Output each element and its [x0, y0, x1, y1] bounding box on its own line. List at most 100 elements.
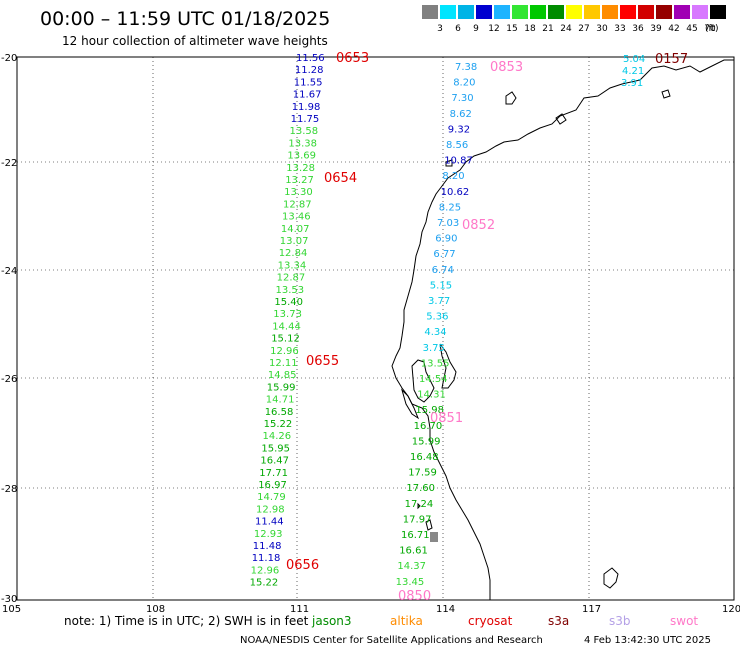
footer-generated-time: 4 Feb 13:42:30 UTC 2025: [584, 635, 711, 646]
sat-swot: swot: [670, 614, 699, 628]
lat-label: -24: [1, 266, 17, 277]
west-wave-height-label: 15.22: [264, 419, 293, 430]
west-wave-height-label: 12.87: [277, 273, 306, 284]
east-wave-height-label: 6.74: [432, 265, 454, 276]
west-wave-height-label: 13.58: [290, 126, 319, 137]
pass-time-labels: 0653 0654 0655 0656 0853 0852 0851 0850 …: [286, 51, 688, 604]
west-wave-height-label: 16.58: [265, 407, 294, 418]
legend-swatch: [566, 5, 582, 19]
lon-label: 105: [2, 604, 21, 615]
west-wave-height-label: 13.30: [284, 187, 313, 198]
west-wave-height-label: 11.48: [253, 541, 282, 552]
legend-swatch: [638, 5, 654, 19]
footer-note: note: 1) Time is in UTC; 2) SWH is in fe…: [64, 614, 309, 628]
west-wave-height-label: 13.69: [287, 151, 316, 162]
west-wave-height-label: 13.34: [278, 260, 307, 271]
sat-s3a: s3a: [548, 614, 570, 628]
west-wave-height-label: 15.12: [271, 334, 300, 345]
west-wave-height-label: 12.96: [251, 565, 280, 576]
east-wave-height-label: 5.36: [426, 312, 448, 323]
legend-level: 24: [560, 24, 572, 34]
ne-track-labels: 5.044.213.91: [621, 54, 645, 89]
west-wave-height-label: 11.98: [292, 102, 321, 113]
legend-swatch: [710, 5, 726, 19]
east-wave-height-label: 13.55: [421, 358, 450, 369]
map-title: 00:00 – 11:59 UTC 01/18/2025: [40, 8, 331, 30]
east-wave-height-label: 17.24: [405, 499, 434, 510]
ne-wave-height-label: 5.04: [623, 54, 645, 65]
ne-wave-height-label: 3.91: [621, 78, 643, 89]
east-wave-height-label: 7.30: [451, 93, 473, 104]
east-wave-height-label: 17.97: [403, 514, 432, 525]
map-subtitle: 12 hour collection of altimeter wave hei…: [62, 34, 328, 48]
west-wave-height-label: 14.79: [257, 492, 286, 503]
east-wave-height-label: 8.20: [453, 78, 475, 89]
west-wave-height-label: 11.18: [252, 553, 281, 564]
pass-time-0654: 0654: [324, 171, 357, 186]
west-wave-height-label: 12.96: [270, 346, 299, 357]
east-wave-height-label: 4.34: [424, 327, 446, 338]
west-wave-height-label: 12.87: [283, 199, 312, 210]
west-wave-height-label: 11.55: [294, 77, 323, 88]
legend-level: 15: [506, 24, 518, 34]
pass-time-0853: 0853: [490, 60, 523, 75]
legend-level: 9: [473, 24, 479, 34]
east-wave-height-label: 8.20: [442, 171, 464, 182]
legend-level: 33: [614, 24, 626, 34]
sat-jason3: jason3: [312, 614, 352, 628]
ne-wave-height-label: 4.21: [622, 66, 644, 77]
east-wave-height-label: 10.87: [444, 156, 473, 167]
legend-level: 27: [578, 24, 590, 34]
sat-altika: altika: [390, 614, 423, 628]
lat-axis-labels: -20 -22 -24 -26 -28 -30: [1, 53, 17, 605]
legend-level: 3: [437, 24, 443, 34]
west-wave-height-label: 12.11: [269, 358, 298, 369]
legend-level: 42: [668, 24, 680, 34]
lon-label: 111: [290, 604, 309, 615]
legend-level: 70: [704, 24, 716, 34]
east-wave-height-label: 3.77: [428, 296, 450, 307]
legend-unit: (ft): [705, 24, 719, 34]
pass-time-0157: 0157: [655, 52, 688, 67]
west-wave-height-label: 13.73: [273, 309, 302, 320]
east-wave-height-label: 5.15: [430, 280, 452, 291]
west-wave-height-label: 13.27: [285, 175, 314, 186]
east-wave-height-label: 14.54: [419, 374, 448, 385]
legend-swatch: [584, 5, 600, 19]
legend-swatch: [548, 5, 564, 19]
footer-credit: NOAA/NESDIS Center for Satellite Applica…: [240, 635, 543, 646]
east-wave-height-label: 15.98: [415, 405, 444, 416]
west-wave-height-label: 14.71: [266, 395, 295, 406]
west-wave-height-label: 11.56: [296, 53, 325, 64]
legend-swatch: [602, 5, 618, 19]
west-wave-height-label: 16.97: [258, 480, 287, 491]
east-wave-height-label: 16.71: [401, 530, 430, 541]
pass-time-0850: 0850: [398, 589, 431, 604]
west-wave-height-label: 11.75: [291, 114, 320, 125]
east-wave-height-label: 8.62: [450, 109, 472, 120]
east-track-labels: 7.38 8.20 7.30 8.62 9.32 8.56 10.87 8.20 10.62 8.…: [396, 62, 478, 588]
west-wave-height-label: 14.07: [281, 224, 310, 235]
lon-label: 120: [722, 604, 740, 615]
lat-label: -28: [1, 484, 17, 495]
pass-time-0852: 0852: [462, 218, 495, 233]
west-wave-height-label: 14.44: [272, 321, 301, 332]
east-wave-height-label: 8.25: [439, 202, 461, 213]
west-wave-height-label: 13.53: [276, 285, 305, 296]
legend-swatch: [440, 5, 456, 19]
west-wave-height-label: 15.22: [250, 578, 279, 589]
east-wave-height-label: 6.90: [435, 234, 457, 245]
legend-swatch: [656, 5, 672, 19]
east-wave-height-label: 17.60: [406, 483, 435, 494]
west-wave-height-label: 15.95: [261, 443, 290, 454]
west-wave-height-label: 14.26: [263, 431, 292, 442]
west-wave-height-label: 15.99: [267, 382, 296, 393]
legend-swatch: [530, 5, 546, 19]
legend-level: 39: [650, 24, 662, 34]
lat-label: -22: [1, 158, 17, 169]
lon-label: 117: [582, 604, 601, 615]
east-wave-height-label: 9.32: [448, 124, 470, 135]
legend-level: 45: [686, 24, 698, 34]
